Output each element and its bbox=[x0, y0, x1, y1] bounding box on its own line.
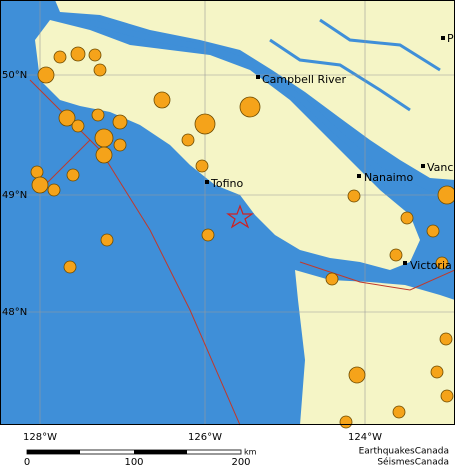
quake bbox=[347, 189, 361, 203]
quake bbox=[426, 224, 440, 238]
epicenter-star bbox=[226, 204, 254, 229]
quake bbox=[100, 233, 114, 247]
scale-label: 0 bbox=[24, 457, 30, 467]
lat-label: 49°N bbox=[2, 190, 27, 201]
quake bbox=[94, 128, 114, 148]
quake bbox=[440, 389, 454, 403]
lat-label: 50°N bbox=[2, 70, 27, 81]
quake bbox=[392, 405, 406, 419]
quake bbox=[58, 109, 76, 127]
lon-label: 128°W bbox=[23, 432, 57, 443]
city-dot bbox=[357, 174, 361, 178]
boundary-line bbox=[299, 261, 455, 291]
credit: EarthquakesCanada bbox=[359, 447, 449, 457]
city-label: Victoria bbox=[410, 259, 452, 272]
city-label: Vanc bbox=[427, 161, 453, 174]
quake bbox=[47, 183, 61, 197]
quake bbox=[66, 168, 80, 182]
quake bbox=[437, 185, 455, 205]
inlet bbox=[319, 18, 441, 72]
city-dot bbox=[403, 261, 407, 265]
city-dot bbox=[441, 36, 445, 40]
quake bbox=[63, 260, 77, 274]
channel bbox=[89, 19, 455, 203]
quake bbox=[439, 332, 453, 346]
city-dot bbox=[421, 164, 425, 168]
quake bbox=[348, 366, 366, 384]
scale-bar: 0 100 200 km bbox=[24, 448, 257, 467]
quake bbox=[71, 119, 85, 133]
scale-bar-segment bbox=[134, 450, 187, 454]
lon-label: 124°W bbox=[348, 432, 382, 443]
scale-label: 200 bbox=[231, 457, 250, 467]
quake bbox=[194, 113, 216, 135]
vancouver-island bbox=[35, 20, 420, 270]
quake bbox=[181, 133, 195, 147]
quake bbox=[70, 46, 86, 62]
quake bbox=[400, 211, 414, 225]
city-label: Tofino bbox=[210, 177, 243, 190]
quake bbox=[435, 256, 449, 270]
quake bbox=[93, 63, 107, 77]
lon-label: 126°W bbox=[188, 432, 222, 443]
mainland bbox=[55, 0, 455, 180]
quake bbox=[325, 272, 339, 286]
lat-label: 48°N bbox=[2, 307, 27, 318]
quake bbox=[95, 146, 113, 164]
quake bbox=[201, 228, 215, 242]
olympic-peninsula bbox=[295, 270, 455, 425]
quake bbox=[430, 365, 444, 379]
graticule bbox=[0, 0, 455, 425]
quake bbox=[53, 50, 67, 64]
scale-unit: km bbox=[244, 448, 257, 457]
places: Campbell River Nanaimo Vanc Victoria Tof… bbox=[205, 32, 454, 272]
quake bbox=[113, 138, 127, 152]
quake bbox=[153, 91, 171, 109]
credit: SéismesCanada bbox=[377, 457, 449, 467]
map: Campbell River Nanaimo Vanc Victoria Tof… bbox=[0, 0, 455, 429]
scale-bar-segment bbox=[27, 450, 80, 454]
quake bbox=[37, 66, 55, 84]
city-label: Nanaimo bbox=[364, 171, 413, 184]
quake bbox=[30, 165, 44, 179]
city-dot bbox=[205, 180, 209, 184]
scale-label: 100 bbox=[124, 457, 143, 467]
quake bbox=[31, 176, 49, 194]
quake bbox=[195, 159, 209, 173]
quake bbox=[389, 248, 403, 262]
boundary-line bbox=[39, 139, 91, 191]
quake bbox=[112, 114, 128, 130]
quake bbox=[91, 108, 105, 122]
inlet bbox=[269, 38, 411, 112]
city-label: P bbox=[447, 32, 454, 45]
quake bbox=[239, 96, 261, 118]
quake bbox=[339, 415, 353, 429]
city-label: Campbell River bbox=[262, 73, 346, 86]
earthquakes bbox=[30, 46, 455, 429]
quake bbox=[88, 48, 102, 62]
city-dot bbox=[256, 75, 260, 79]
